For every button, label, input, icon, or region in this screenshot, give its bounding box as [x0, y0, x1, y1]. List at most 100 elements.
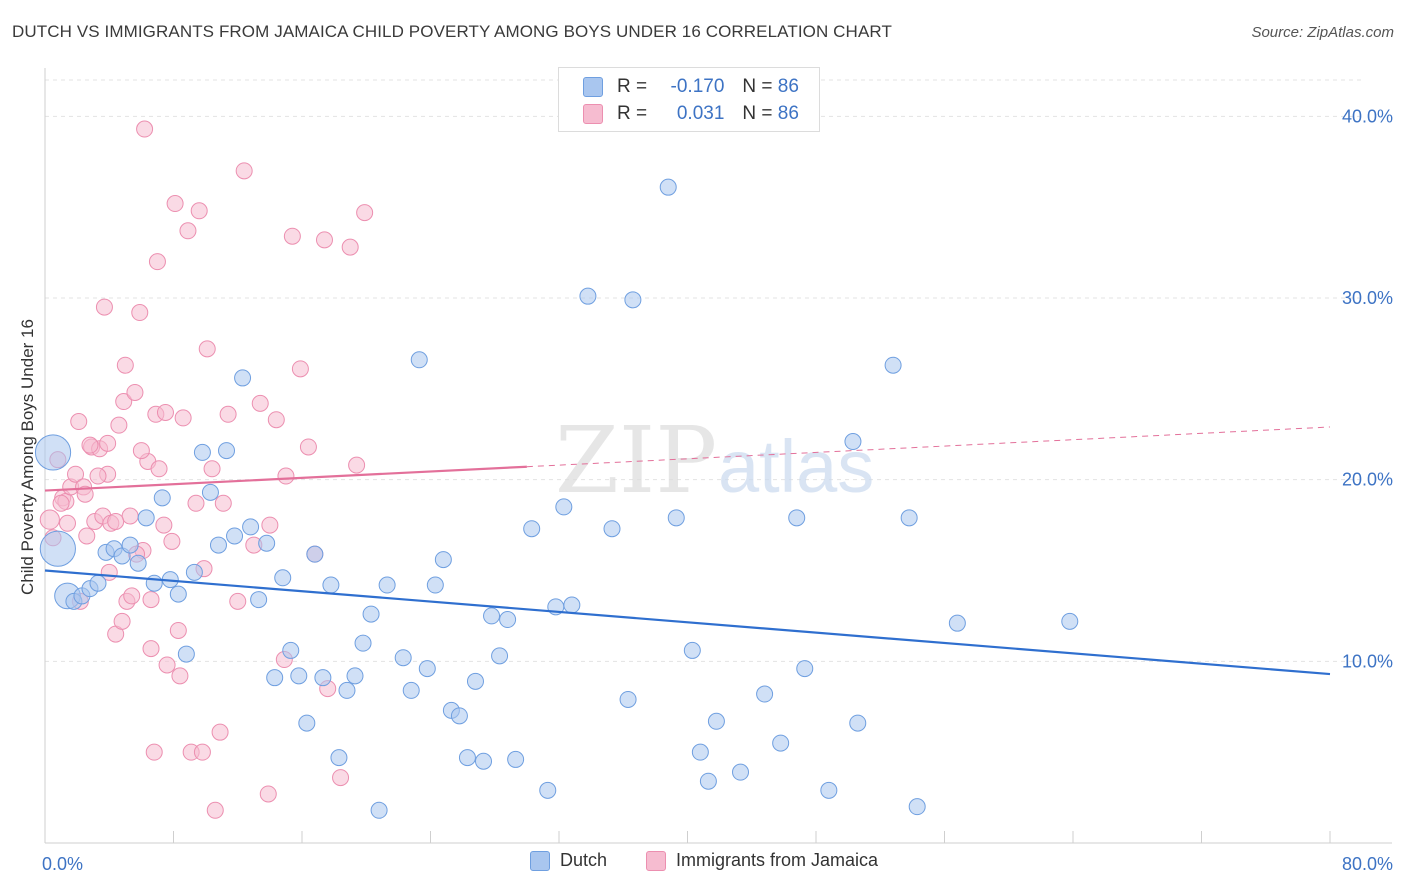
dutch-point — [563, 596, 581, 614]
jamaica-point — [110, 416, 128, 434]
jamaica-point — [39, 509, 60, 530]
correlation-stats-box: R = -0.170 N = 86 R = 0.031 N = 86 — [558, 67, 820, 132]
jamaica-point — [356, 204, 374, 222]
dutch-point — [258, 534, 276, 552]
jamaica-point — [332, 769, 350, 787]
dutch-point — [624, 291, 642, 309]
jamaica-point — [193, 743, 211, 761]
dutch-point — [450, 707, 468, 725]
r-label: R = — [617, 76, 648, 97]
jamaica-point — [190, 202, 208, 220]
dutch-point — [900, 509, 918, 527]
jamaica-point — [179, 222, 197, 240]
dutch-point — [153, 489, 171, 507]
jamaica-point — [291, 360, 309, 378]
jamaica-point — [166, 195, 184, 213]
x-tick-label: 0.0% — [42, 854, 83, 874]
watermark-zip: ZIP — [555, 407, 717, 514]
watermark: ZIP atlas — [555, 407, 874, 514]
y-tick-label: 40.0% — [1342, 106, 1393, 126]
jamaica-point — [171, 667, 189, 685]
jamaica-point — [219, 405, 237, 423]
dutch-point — [475, 752, 493, 770]
n-label: N = — [742, 103, 773, 124]
dutch-point — [338, 681, 356, 699]
jamaica-point — [70, 413, 88, 431]
jamaica-point — [115, 393, 133, 411]
dutch-point — [394, 649, 412, 667]
dutch-point — [89, 574, 107, 592]
tick-labels: 10.0% 20.0% 30.0% 40.0% 0.0% 80.0% — [42, 106, 1393, 874]
dutch-point — [242, 518, 260, 536]
dutch-point — [266, 669, 284, 687]
dutch-point — [177, 645, 195, 663]
dutch-point — [507, 750, 525, 768]
legend-item-jamaica[interactable]: Immigrants from Jamaica — [646, 850, 878, 871]
dutch-point — [691, 743, 709, 761]
n-label: N = — [742, 76, 773, 97]
legend-swatch-jamaica — [646, 850, 666, 871]
stat-row-jamaica: R = 0.031 N = 86 — [583, 101, 799, 127]
jamaica-point — [131, 304, 149, 322]
jamaica-point — [203, 460, 221, 478]
dutch-point — [466, 672, 484, 690]
jamaica-point — [78, 527, 96, 545]
dutch-point — [145, 574, 163, 592]
dutch-point — [659, 178, 677, 196]
dutch-point — [603, 520, 621, 538]
y-tick-label: 20.0% — [1342, 470, 1393, 490]
jamaica-points — [39, 120, 374, 819]
jamaica-point — [107, 512, 125, 530]
legend-item-dutch[interactable]: Dutch — [530, 850, 607, 871]
dutch-point — [499, 611, 517, 629]
dutch-point — [1061, 612, 1079, 630]
jamaica-point — [214, 494, 232, 512]
dutch-point — [458, 749, 476, 767]
jamaica-point — [148, 253, 166, 271]
dutch-point — [282, 641, 300, 659]
jamaica-point — [211, 723, 229, 741]
n-value: 86 — [777, 103, 799, 124]
r-value: 0.031 — [676, 103, 725, 124]
jamaica-point — [251, 394, 269, 412]
n-value: 86 — [777, 76, 799, 97]
legend: Dutch Immigrants from Jamaica — [0, 850, 1406, 880]
dutch-point — [418, 660, 436, 678]
jamaica-swatch — [583, 104, 603, 124]
dutch-point — [226, 527, 244, 545]
dutch-point — [707, 712, 725, 730]
dutch-point — [314, 669, 332, 687]
dutch-point — [683, 641, 701, 659]
dutch-point — [121, 536, 139, 554]
jamaica-point — [277, 467, 295, 485]
dutch-point — [274, 569, 292, 587]
jamaica-point — [58, 514, 76, 532]
jamaica-point — [52, 494, 70, 512]
dutch-point — [137, 509, 155, 527]
dutch-point — [330, 749, 348, 767]
y-tick-label: 30.0% — [1342, 288, 1393, 308]
jamaica-point — [116, 356, 134, 374]
dutch-point — [491, 647, 509, 665]
jamaica-point — [67, 465, 85, 483]
dutch-point — [434, 551, 452, 569]
dutch-point — [523, 520, 541, 538]
jamaica-point — [76, 485, 94, 503]
jamaica-point — [142, 640, 160, 658]
jamaica-point — [267, 411, 285, 429]
jamaica-point — [126, 383, 144, 401]
dutch-point — [849, 714, 867, 732]
dutch-point — [34, 434, 72, 471]
dutch-point — [844, 433, 862, 451]
jamaica-point — [259, 785, 277, 803]
chart-title: DUTCH VS IMMIGRANTS FROM JAMAICA CHILD P… — [12, 22, 892, 41]
dutch-point — [322, 576, 340, 594]
legend-label-jamaica: Immigrants from Jamaica — [676, 850, 879, 870]
dutch-point — [250, 591, 268, 609]
dutch-point — [948, 614, 966, 632]
dutch-point — [169, 585, 187, 603]
dutch-point — [884, 356, 902, 374]
dutch-point — [667, 509, 685, 527]
jamaica-point — [155, 516, 173, 534]
dutch-point — [298, 714, 316, 732]
